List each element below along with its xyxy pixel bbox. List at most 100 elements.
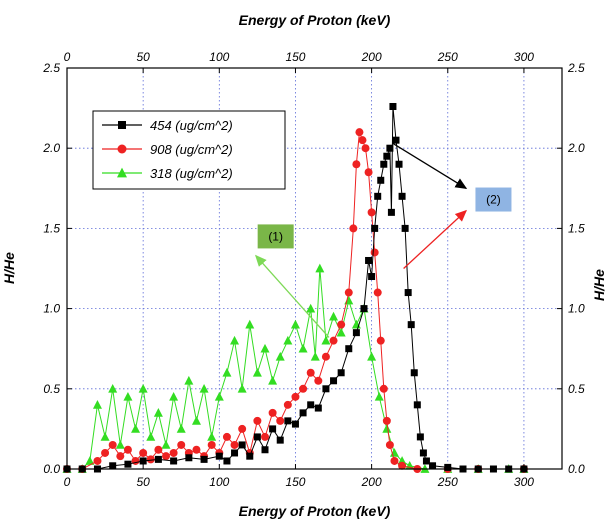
data-point xyxy=(268,375,278,385)
x-tick-label-bottom: 250 xyxy=(437,475,458,489)
data-point xyxy=(306,368,315,377)
data-point xyxy=(365,256,373,264)
annotation-arrow-2-red xyxy=(403,209,468,269)
data-point xyxy=(429,462,437,470)
data-point xyxy=(380,160,388,168)
data-point xyxy=(253,416,262,425)
data-point xyxy=(352,160,361,169)
data-point xyxy=(344,295,354,305)
data-point xyxy=(336,327,346,337)
data-point xyxy=(246,452,254,460)
data-point xyxy=(268,408,277,417)
data-point xyxy=(395,160,403,168)
data-point xyxy=(184,375,194,385)
data-point xyxy=(115,440,125,449)
data-point xyxy=(253,433,261,441)
data-point xyxy=(200,455,208,463)
data-point xyxy=(387,208,395,216)
data-point xyxy=(330,377,338,385)
y-tick-label-right: 0.0 xyxy=(568,462,585,476)
data-point xyxy=(215,452,223,460)
data-point xyxy=(245,319,255,329)
data-point xyxy=(355,128,364,137)
data-point xyxy=(123,391,133,401)
x-tick-label-bottom: 150 xyxy=(285,475,305,489)
data-point xyxy=(315,263,325,273)
data-point xyxy=(360,305,368,313)
annotation-label-2: (2) xyxy=(486,193,501,207)
data-point xyxy=(92,399,102,409)
series-layer xyxy=(62,102,529,473)
y-tick-label-left: 2.0 xyxy=(42,141,60,155)
data-point xyxy=(276,416,285,425)
legend-label: 318 (ug/cm^2) xyxy=(150,166,233,181)
data-point xyxy=(185,454,193,462)
data-point xyxy=(291,392,300,401)
x-tick-label-bottom: 50 xyxy=(136,475,150,489)
data-point xyxy=(199,383,209,393)
data-point xyxy=(299,409,307,417)
data-point xyxy=(238,424,247,433)
data-point xyxy=(108,383,118,393)
data-point xyxy=(337,320,346,329)
data-point xyxy=(329,336,338,345)
y-axis-title-right: H/He xyxy=(591,269,607,301)
data-point xyxy=(284,417,292,425)
x-tick-label-top: 50 xyxy=(136,50,150,64)
y-tick-label-right: 0.5 xyxy=(568,382,585,396)
data-point xyxy=(207,432,217,441)
data-point xyxy=(154,445,163,454)
data-point xyxy=(385,440,394,449)
data-point xyxy=(329,311,339,321)
data-point xyxy=(299,384,308,393)
x-tick-label-top: 200 xyxy=(361,50,382,64)
x-tick-label-bottom: 300 xyxy=(514,475,534,489)
data-point xyxy=(269,425,277,433)
data-point xyxy=(261,432,269,441)
annotation-box-1 xyxy=(257,224,294,249)
data-point xyxy=(214,391,224,401)
data-point xyxy=(177,440,186,449)
data-point xyxy=(379,384,388,393)
data-point xyxy=(374,192,382,200)
data-point xyxy=(368,273,376,281)
plot-frame xyxy=(66,67,563,470)
y-tick-label-left: 0.5 xyxy=(43,382,60,396)
annotations: (1) (2) xyxy=(254,142,512,338)
data-point xyxy=(100,432,110,441)
data-point xyxy=(382,416,391,425)
legend-marker xyxy=(118,121,126,129)
data-point xyxy=(352,329,360,337)
data-point xyxy=(123,445,132,454)
annotation-box-2 xyxy=(475,187,512,212)
data-point xyxy=(170,457,178,465)
data-point xyxy=(169,391,179,401)
data-point xyxy=(321,352,330,361)
x-tick-label-top: 100 xyxy=(209,50,229,64)
data-point xyxy=(230,335,240,345)
data-point xyxy=(139,448,148,457)
data-point xyxy=(321,335,331,345)
x-tick-label-top: 0 xyxy=(64,50,71,64)
data-point xyxy=(191,416,201,425)
data-point xyxy=(124,460,132,468)
legend: 454 (ug/cm^2) 908 (ug/cm^2) 318 (ug/cm^2) xyxy=(92,110,286,190)
data-point xyxy=(392,136,400,144)
data-point xyxy=(364,168,373,177)
x-axis-title-top: Energy of Proton (keV) xyxy=(239,12,391,28)
data-point xyxy=(322,385,330,393)
data-point xyxy=(275,351,285,361)
grid-lines xyxy=(67,68,562,469)
data-point xyxy=(314,404,322,412)
data-point xyxy=(307,401,315,409)
data-point xyxy=(422,457,430,465)
data-point xyxy=(390,456,399,465)
y-tick-label-right: 2.5 xyxy=(567,61,585,75)
data-point xyxy=(101,448,110,457)
data-point xyxy=(109,462,117,470)
data-point xyxy=(238,441,246,449)
data-point xyxy=(252,367,262,377)
annotation-arrow-1 xyxy=(254,254,330,338)
x-tick-label-top: 250 xyxy=(437,50,458,64)
